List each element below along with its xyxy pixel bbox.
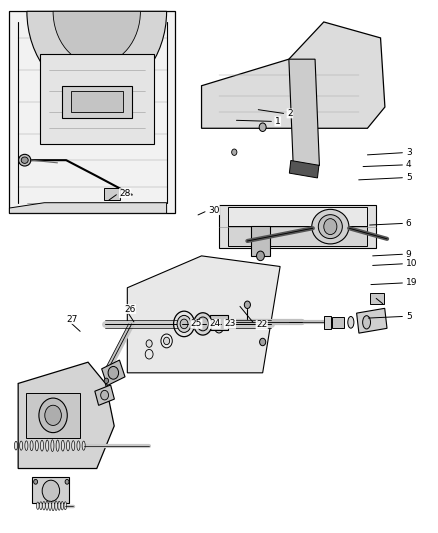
Ellipse shape <box>58 501 60 510</box>
Ellipse shape <box>72 441 75 450</box>
Bar <box>370 293 384 304</box>
Ellipse shape <box>14 441 18 450</box>
Ellipse shape <box>177 316 191 333</box>
Ellipse shape <box>161 334 172 348</box>
Ellipse shape <box>35 440 39 451</box>
Text: 5: 5 <box>406 312 412 321</box>
Ellipse shape <box>61 502 64 510</box>
Ellipse shape <box>56 440 59 451</box>
Text: 6: 6 <box>406 219 412 228</box>
Bar <box>62 86 132 118</box>
Polygon shape <box>201 22 385 128</box>
Text: 3: 3 <box>406 148 412 157</box>
Ellipse shape <box>36 502 39 510</box>
Polygon shape <box>289 59 319 165</box>
Ellipse shape <box>104 378 109 383</box>
Ellipse shape <box>194 313 212 335</box>
Ellipse shape <box>49 501 51 511</box>
Ellipse shape <box>146 340 152 348</box>
Text: 5: 5 <box>406 173 412 182</box>
Ellipse shape <box>39 502 42 510</box>
Ellipse shape <box>51 440 54 451</box>
Text: 10: 10 <box>406 260 417 268</box>
Ellipse shape <box>108 367 119 379</box>
Ellipse shape <box>180 319 188 329</box>
Ellipse shape <box>244 301 251 309</box>
Ellipse shape <box>61 440 64 451</box>
Text: 22: 22 <box>256 320 267 329</box>
Text: 28: 28 <box>120 189 131 198</box>
Ellipse shape <box>363 316 371 329</box>
Ellipse shape <box>46 440 49 451</box>
Ellipse shape <box>232 149 237 156</box>
Text: 19: 19 <box>406 278 417 287</box>
Bar <box>290 160 319 178</box>
Polygon shape <box>10 203 166 213</box>
Text: 26: 26 <box>124 304 136 313</box>
Text: 1: 1 <box>275 117 281 126</box>
Bar <box>104 188 120 199</box>
Ellipse shape <box>20 441 23 450</box>
Bar <box>71 91 123 112</box>
Ellipse shape <box>52 500 54 511</box>
Ellipse shape <box>217 325 221 330</box>
Ellipse shape <box>65 479 69 484</box>
Bar <box>95 385 114 406</box>
Text: 30: 30 <box>208 206 219 215</box>
Bar <box>251 227 270 256</box>
Polygon shape <box>228 207 367 226</box>
Ellipse shape <box>42 480 60 502</box>
Ellipse shape <box>39 398 67 433</box>
Text: 23: 23 <box>224 319 236 328</box>
Ellipse shape <box>25 441 28 450</box>
Ellipse shape <box>324 219 337 235</box>
Ellipse shape <box>318 215 343 239</box>
Polygon shape <box>228 226 367 246</box>
Ellipse shape <box>55 501 57 511</box>
Polygon shape <box>40 54 153 144</box>
Text: 4: 4 <box>406 160 411 169</box>
Ellipse shape <box>82 441 85 450</box>
Ellipse shape <box>40 440 43 451</box>
Ellipse shape <box>145 350 153 359</box>
Wedge shape <box>27 11 166 96</box>
Text: 25: 25 <box>191 319 202 328</box>
Ellipse shape <box>21 157 28 164</box>
Wedge shape <box>53 11 141 64</box>
Polygon shape <box>219 205 376 248</box>
Text: 2: 2 <box>287 109 293 118</box>
Ellipse shape <box>67 440 70 451</box>
Ellipse shape <box>18 155 31 166</box>
Ellipse shape <box>312 209 349 244</box>
Bar <box>332 317 344 328</box>
Ellipse shape <box>259 123 266 132</box>
Ellipse shape <box>30 441 33 450</box>
Ellipse shape <box>101 390 109 400</box>
Polygon shape <box>10 11 175 213</box>
Ellipse shape <box>215 322 223 333</box>
Text: 27: 27 <box>66 314 78 324</box>
Polygon shape <box>18 362 114 469</box>
Ellipse shape <box>34 479 38 484</box>
Ellipse shape <box>197 317 208 331</box>
Text: 9: 9 <box>406 250 412 259</box>
Bar <box>102 360 125 385</box>
Ellipse shape <box>42 502 45 510</box>
Ellipse shape <box>260 338 266 346</box>
Text: 24: 24 <box>209 319 220 328</box>
Ellipse shape <box>46 501 48 510</box>
Bar <box>357 308 387 333</box>
Bar <box>324 316 331 329</box>
Ellipse shape <box>348 317 354 328</box>
Ellipse shape <box>173 311 194 337</box>
Ellipse shape <box>257 251 265 261</box>
Bar <box>210 315 228 330</box>
Ellipse shape <box>163 337 170 345</box>
Bar <box>32 477 70 503</box>
Polygon shape <box>127 256 280 373</box>
Bar <box>26 393 81 438</box>
Ellipse shape <box>64 502 67 510</box>
Ellipse shape <box>45 405 61 425</box>
Ellipse shape <box>77 441 80 450</box>
